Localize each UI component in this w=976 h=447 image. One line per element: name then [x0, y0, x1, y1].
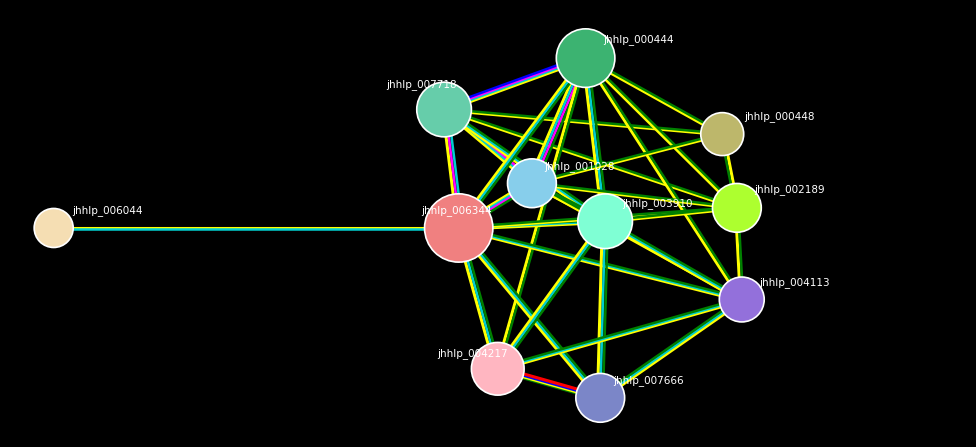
Ellipse shape	[34, 208, 73, 248]
Ellipse shape	[576, 373, 625, 422]
Text: jhhlp_000444: jhhlp_000444	[603, 34, 673, 45]
Ellipse shape	[719, 277, 764, 322]
Text: jhhlp_000448: jhhlp_000448	[744, 111, 814, 122]
Text: jhhlp_007718: jhhlp_007718	[386, 80, 457, 90]
Ellipse shape	[556, 29, 615, 88]
Text: jhhlp_003910: jhhlp_003910	[622, 198, 692, 209]
Ellipse shape	[471, 342, 524, 395]
Ellipse shape	[417, 82, 471, 137]
Ellipse shape	[508, 159, 556, 208]
Ellipse shape	[425, 194, 493, 262]
Text: jhhlp_002189: jhhlp_002189	[754, 185, 825, 195]
Ellipse shape	[712, 183, 761, 232]
Ellipse shape	[578, 194, 632, 249]
Text: jhhlp_006344: jhhlp_006344	[422, 206, 492, 216]
Text: jhhlp_004113: jhhlp_004113	[759, 277, 830, 288]
Text: jhhlp_007666: jhhlp_007666	[613, 375, 683, 386]
Text: jhhlp_006044: jhhlp_006044	[72, 205, 142, 215]
Text: jhhlp_004217: jhhlp_004217	[437, 348, 508, 358]
Ellipse shape	[701, 113, 744, 156]
Text: jhhlp_001028: jhhlp_001028	[545, 161, 615, 172]
